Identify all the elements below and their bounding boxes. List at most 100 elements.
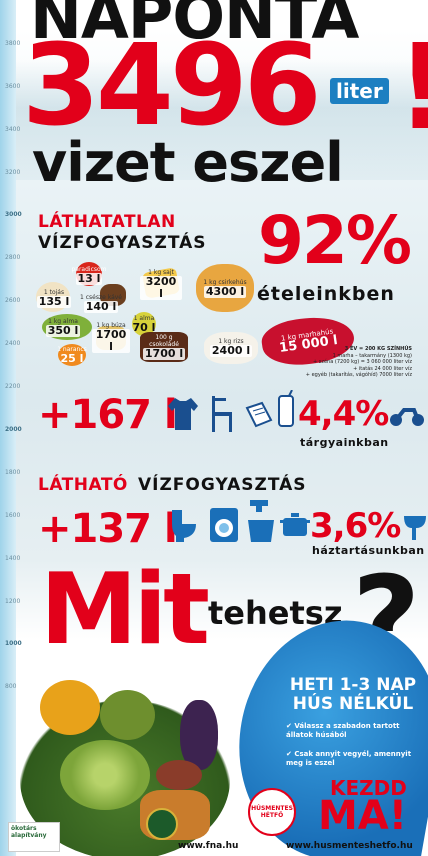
beef-detail-line: + széna (7200 kg) = 3 060 000 liter víz (312, 359, 412, 365)
ruler-label: 2600 (5, 297, 21, 304)
logo-text: HÚSMENTES HÉTFŐ (251, 805, 293, 819)
headline-naponta: NAPONTA (30, 0, 359, 53)
ruler-label: 2200 (5, 383, 21, 390)
check-icon: ✔ (286, 722, 295, 730)
food-value: 25 l (60, 351, 84, 365)
potato-icon (156, 760, 202, 790)
food-label: ételeinkben (257, 283, 395, 305)
ruler-label: 3200 (5, 169, 21, 176)
headline-exclamation: ! (396, 28, 428, 146)
okotars-logo: ökotárs alapítvány (8, 822, 60, 852)
food-label: 1 kg sajt (148, 268, 174, 276)
ruler-label: 3400 (5, 126, 21, 133)
ruler-label: 1200 (5, 598, 21, 605)
food-value: 350 l (45, 323, 81, 337)
beef-detail-line: 3 ÉV = 200 KG SZÍNHÚS (344, 346, 412, 352)
food-value: 70 l (132, 320, 156, 334)
food-value: 140 l (83, 299, 119, 313)
food-value: 1700 l (142, 347, 186, 360)
food-label: paradicsom (71, 265, 107, 273)
grapes-icon (60, 740, 150, 810)
scale-ruler: 3800 3600 3400 3200 3000 2800 2600 2400 … (0, 0, 22, 856)
unit-badge: liter (330, 78, 389, 104)
cta-bullet: ✔ Válassz a szabadon tartott állatok hús… (286, 722, 418, 739)
ruler-label: 3800 (5, 40, 21, 47)
ruler-label: 2800 (5, 254, 21, 261)
food-label: 1 tojás (43, 288, 65, 296)
food-label: 1 kg alma (48, 317, 78, 325)
food-percent: 92% (258, 202, 412, 279)
objects-percent: 4,4% (298, 394, 389, 434)
paper-icon (245, 401, 273, 428)
ruler-label: 800 (5, 683, 17, 690)
washing-machine-icon (210, 508, 238, 542)
chair-icon (212, 396, 232, 432)
food-item: 1 kg csirkehús 4300 l (196, 268, 254, 308)
sink-icon (404, 516, 426, 540)
toilet-icon (172, 510, 196, 542)
food-value: 135 l (36, 294, 72, 308)
cta-bullet-text: Válassz a szabadon tartott állatok húsáb… (286, 722, 400, 739)
food-value: 3200 l (140, 275, 182, 300)
ruler-label: 3000 (5, 211, 22, 218)
headline-number: 3496 (22, 21, 322, 151)
food-label: 1 csésze kávé (79, 293, 122, 301)
household-percent: 3,6% (310, 506, 401, 546)
visible-title-red: LÁTHATÓ (38, 475, 128, 495)
food-label: 1 narancs (57, 345, 87, 353)
beef-detail-line: + itatás 24 000 liter víz (353, 365, 412, 372)
food-label: 1 kg rizs (218, 337, 244, 345)
food-value: 1700 l (92, 328, 130, 353)
invisible-title-black: VÍZFOGYASZTÁS (38, 233, 207, 253)
beef-detail-line: + egyéb (takarítás, vágóhíd) 7000 liter … (305, 372, 412, 378)
pot-icon (280, 513, 310, 536)
invisible-title-red: LÁTHATATLAN (38, 212, 176, 232)
ruler-label: 1600 (5, 512, 21, 519)
pepper-icon (40, 680, 100, 735)
food-item: 1 kg rizs 2400 l (204, 332, 258, 362)
beef-detail-line: 1 marha – takarmány (1300 kg) (332, 352, 412, 359)
food-label: 1 alma (133, 314, 155, 322)
food-label: 1 kg búza (96, 321, 126, 329)
fna-link[interactable]: www.fna.hu (178, 841, 239, 851)
food-item: 1 kg búza 1700 l (92, 321, 130, 353)
food-value: 2400 l (209, 343, 253, 357)
fna-emblem-icon (146, 808, 178, 840)
cta-kezdd: KEZDD (330, 776, 407, 800)
food-item: 1 narancs 25 l (54, 344, 90, 366)
cabbage-icon (100, 690, 155, 740)
cta-bullet-text: Csak annyit vegyél, amennyit meg is esze… (286, 750, 412, 767)
ruler-label: 3600 (5, 83, 21, 90)
objects-amount: +167 l (38, 392, 178, 438)
household-amount: +137 l (38, 506, 178, 552)
food-label: 100 g csokoládé (149, 334, 179, 348)
ruler-label: 1800 (5, 469, 21, 476)
okotars-text: ökotárs alapítvány (11, 825, 47, 839)
husmentes-link[interactable]: www.husmenteshetfo.hu (286, 841, 413, 851)
food-item: 1 kg sajt 3200 l (140, 268, 182, 300)
headline-vizet-eszel: vizet eszel (32, 131, 344, 194)
phone-icon (278, 390, 294, 427)
food-label: 1 kg csirkehús (203, 278, 247, 286)
shirt-icon (168, 398, 198, 430)
objects-label: tárgyainkban (300, 436, 389, 449)
food-value: 13 l (75, 271, 103, 285)
food-item: 1 tojás 135 l (32, 284, 76, 312)
ruler-label: 2000 (5, 426, 22, 433)
household-label: háztartásunkban (312, 544, 425, 557)
food-item: 1 kg alma 350 l (40, 314, 86, 340)
food-value: 4300 l (203, 284, 247, 298)
cta-heti: HETI 1-3 NAP HÚS NÉLKÜL (289, 675, 417, 714)
beef-details: 3 ÉV = 200 KG SZÍNHÚS 1 marha – takarmán… (280, 346, 412, 379)
ruler-label: 2400 (5, 340, 21, 347)
food-item: 100 g csokoládé 1700 l (140, 332, 188, 362)
orange-icon (58, 344, 86, 366)
motorcycle-icon (390, 408, 424, 426)
husmentes-hetfo-logo: HÚSMENTES HÉTFŐ (248, 788, 296, 836)
cta-mit: Mit (40, 553, 210, 667)
eggplant-icon (180, 700, 218, 770)
visible-title-black: VÍZFOGYASZTÁS (138, 475, 307, 495)
food-item: paradicsom 13 l (71, 264, 107, 286)
food-item: 1 csésze kávé 140 l (76, 290, 126, 316)
